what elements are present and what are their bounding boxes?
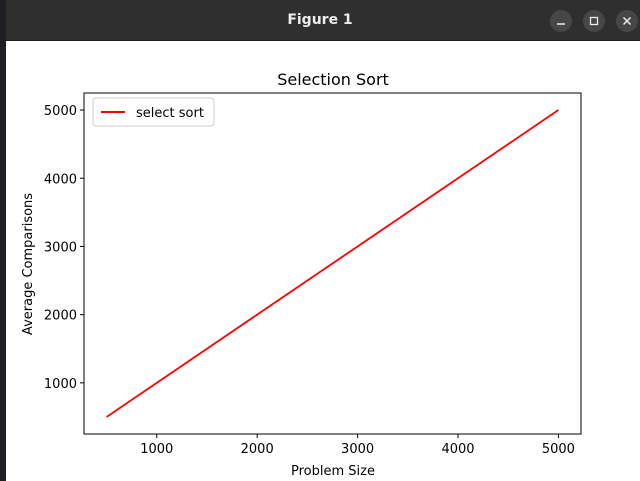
legend-box bbox=[92, 97, 215, 127]
chart-svg: Selection Sort 1000 2000 3000 4000 5000 1000… bbox=[21, 70, 582, 479]
x-axis-ticks: 1000 2000 3000 4000 5000 bbox=[140, 434, 575, 457]
axes-frame bbox=[83, 92, 582, 435]
y-tick-label: 5000 bbox=[44, 104, 77, 119]
minimize-button[interactable] bbox=[550, 10, 572, 32]
maximize-icon bbox=[589, 16, 599, 26]
axes-spines bbox=[83, 92, 582, 435]
close-button[interactable] bbox=[616, 10, 638, 32]
legend-label: select sort bbox=[136, 106, 204, 121]
x-tick-label: 2000 bbox=[241, 442, 274, 457]
x-tick-label: 1000 bbox=[140, 442, 173, 457]
y-axis-ticks: 1000 2000 3000 4000 5000 bbox=[44, 104, 84, 392]
close-icon bbox=[622, 16, 632, 26]
x-tick-label: 5000 bbox=[542, 442, 575, 457]
window-title: Figure 1 bbox=[287, 12, 353, 28]
window-titlebar[interactable]: Figure 1 bbox=[0, 0, 640, 41]
y-tick-label: 1000 bbox=[44, 377, 77, 392]
series-layer bbox=[106, 109, 559, 418]
minimize-icon bbox=[557, 23, 565, 25]
maximize-button[interactable] bbox=[583, 10, 605, 32]
y-tick-label: 2000 bbox=[44, 309, 77, 324]
x-axis-label: Problem Size bbox=[291, 464, 375, 479]
y-tick-label: 3000 bbox=[44, 240, 77, 255]
y-axis-label: Average Comparisons bbox=[21, 193, 36, 335]
x-tick-label: 3000 bbox=[341, 442, 374, 457]
chart-title: Selection Sort bbox=[277, 70, 389, 89]
figure-canvas: Selection Sort 1000 2000 3000 4000 5000 1000… bbox=[6, 41, 640, 481]
x-tick-label: 4000 bbox=[441, 442, 474, 457]
background-editor-strip bbox=[0, 0, 6, 481]
legend: select sort bbox=[92, 97, 215, 127]
y-tick-label: 4000 bbox=[44, 172, 77, 187]
series-line bbox=[106, 109, 559, 418]
